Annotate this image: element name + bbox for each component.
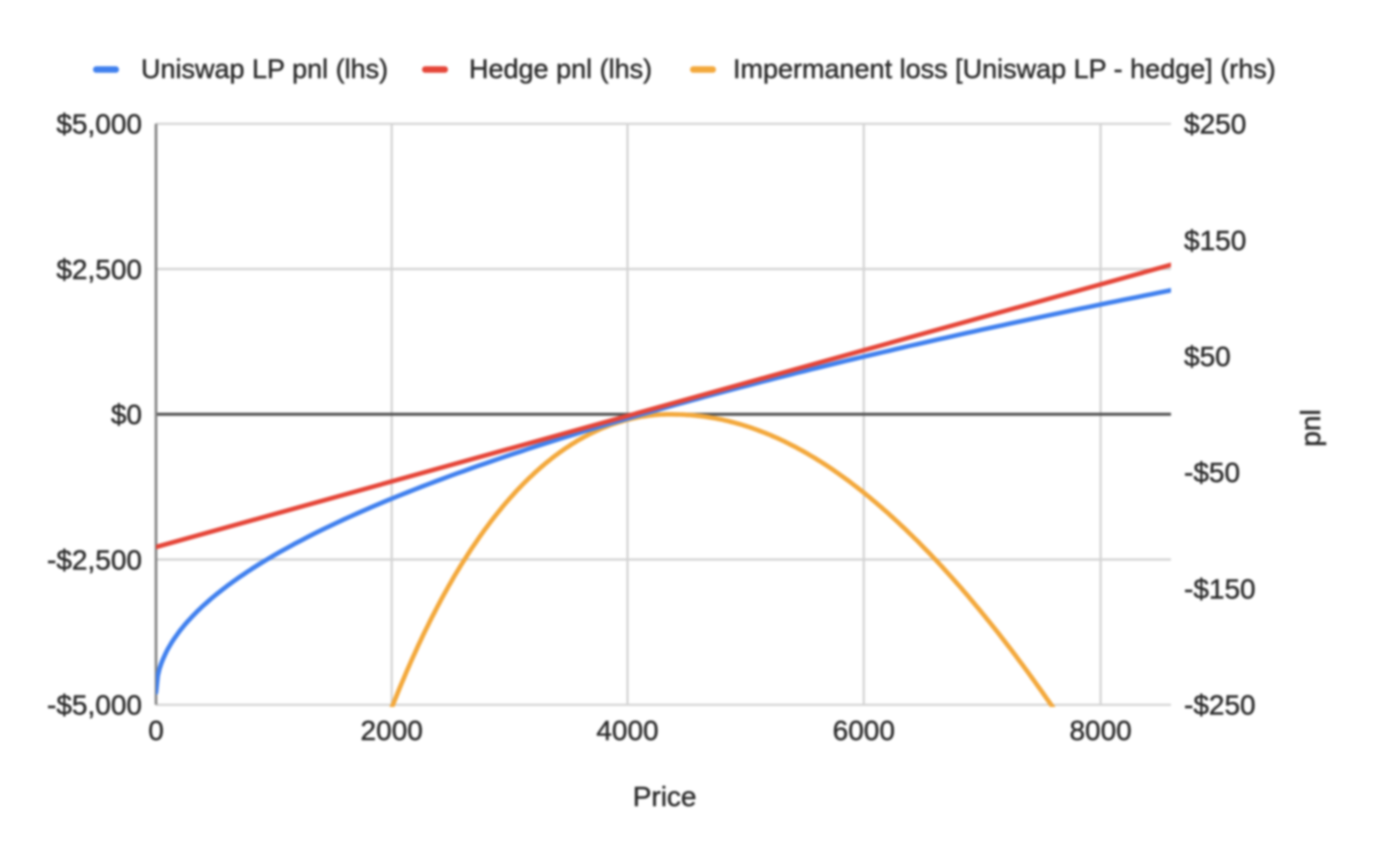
- svg-text:$250: $250: [1184, 109, 1246, 140]
- svg-text:pnl: pnl: [1295, 409, 1326, 446]
- svg-text:$0: $0: [111, 399, 142, 430]
- svg-text:$150: $150: [1184, 225, 1246, 256]
- svg-text:6000: 6000: [833, 715, 895, 746]
- svg-text:Price: Price: [633, 781, 697, 812]
- svg-text:$2,500: $2,500: [56, 254, 142, 285]
- svg-text:-$150: -$150: [1184, 573, 1256, 604]
- svg-text:Uniswap LP pnl (lhs): Uniswap LP pnl (lhs): [141, 54, 388, 84]
- svg-text:-$2,500: -$2,500: [47, 544, 142, 575]
- svg-text:4000: 4000: [596, 715, 658, 746]
- svg-text:2000: 2000: [361, 715, 423, 746]
- svg-text:-$50: -$50: [1184, 457, 1240, 488]
- svg-text:8000: 8000: [1069, 715, 1131, 746]
- svg-text:-$250: -$250: [1184, 690, 1256, 721]
- svg-text:0: 0: [148, 715, 164, 746]
- svg-text:$5,000: $5,000: [56, 109, 142, 140]
- svg-text:Impermanent loss [Uniswap LP -: Impermanent loss [Uniswap LP - hedge] (r…: [733, 54, 1276, 84]
- svg-text:-$5,000: -$5,000: [47, 690, 142, 721]
- svg-text:Hedge pnl (lhs): Hedge pnl (lhs): [469, 54, 652, 84]
- svg-text:$50: $50: [1184, 341, 1231, 372]
